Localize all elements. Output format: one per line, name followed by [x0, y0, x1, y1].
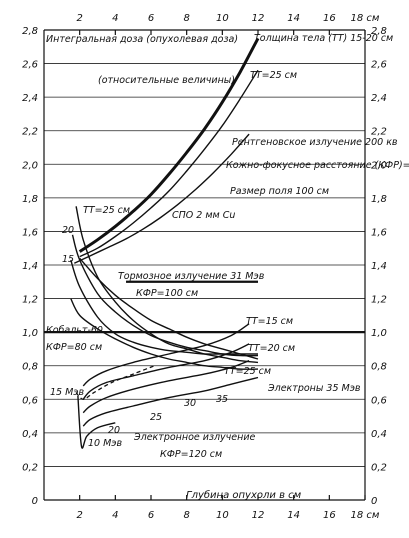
x-tick-bottom-5: 12 [252, 510, 265, 521]
series-line-2 [74, 133, 250, 264]
annotation-label-15: 15 [62, 254, 74, 265]
annotation-tt25-low: ТТ=25 см [224, 366, 271, 377]
annotation-kfr120: КФР=120 см [160, 449, 222, 460]
x-tick-bottom-2: 6 [148, 510, 154, 521]
annotation-kfr80: КФР=80 см [46, 342, 102, 353]
y-tick-left-2: 0,4 [22, 429, 38, 440]
y-tick-right-4: 0,8 [371, 362, 387, 373]
y-tick-left-11: 2,2 [22, 127, 38, 138]
annotation-15mev: 15 Мэв [50, 387, 85, 398]
annotation-label-20: 20 [62, 225, 74, 236]
annotation-cobalt: Кобальт-60 [46, 325, 103, 336]
x-tick-top-8: 18 см [351, 13, 380, 24]
y-tick-left-7: 1,4 [22, 261, 38, 272]
ylabel-line1: Интегральная доза (опухолевая доза) [46, 34, 238, 45]
y-tick-right-1: 0,2 [371, 462, 387, 473]
y-tick-left-12: 2,4 [22, 93, 38, 104]
y-tick-left-6: 1,2 [22, 295, 38, 306]
series-layer [44, 37, 365, 449]
x-tick-bottom-8: 18 см [351, 510, 380, 521]
annotation-electrons-35: Электроны 35 Мэв [267, 383, 361, 394]
y-tick-right-9: 1,8 [371, 194, 387, 205]
y-tick-left-0: 0 [32, 496, 38, 507]
x-tick-top-1: 4 [112, 13, 118, 24]
annotations: Интегральная доза (опухолевая доза) (отн… [46, 33, 409, 501]
annotation-kfr100: КФР=100 см [136, 288, 198, 299]
y-tick-right-0: 0 [371, 496, 377, 507]
tick-labels: 0 0 0,2 0,2 0,4 0,4 0,6 0,6 0,8 0,8 1,0 1,0 1,2 1,2 1,… [22, 13, 387, 521]
annotation-field-size: Размер поля 100 см [230, 186, 329, 197]
series-line-8 [82, 323, 250, 387]
series-line-6 [79, 257, 259, 360]
annotation-tt20: ТТ=20 см [248, 343, 295, 354]
y-tick-left-9: 1,8 [22, 194, 38, 205]
y-tick-right-12: 2,4 [371, 93, 387, 104]
series-line-12 [75, 365, 155, 400]
series-line-11 [82, 376, 259, 427]
y-tick-left-10: 2,0 [22, 160, 38, 171]
x-axis-label: Глубина опухоли в см [186, 489, 302, 501]
x-tick-top-2: 6 [148, 13, 154, 24]
y-tick-right-11: 2,2 [371, 127, 387, 138]
series-line-5 [70, 259, 258, 355]
series-line-13 [77, 395, 116, 449]
y-tick-left-8: 1,6 [22, 227, 38, 238]
series-line-9 [82, 343, 250, 400]
x-tick-bottom-0: 2 [76, 510, 82, 521]
x-tick-top-3: 8 [183, 13, 189, 24]
annotation-xray: Рентгеновское излучение 200 кв [232, 137, 398, 148]
annotation-hvl: СПО 2 мм Cu [172, 210, 235, 221]
annotation-label-20-electron: 20 [108, 425, 120, 436]
annotation-label-35: 35 [216, 394, 228, 405]
x-tick-bottom-3: 8 [183, 510, 189, 521]
y-tick-right-14: 2,8 [371, 26, 387, 37]
y-tick-right-5: 1,0 [371, 328, 387, 339]
y-tick-left-3: 0,6 [22, 395, 38, 406]
x-tick-top-4: 10 [216, 13, 229, 24]
annotation-label-25: 25 [150, 412, 162, 423]
x-tick-top-7: 16 [323, 13, 336, 24]
plot-frame [43, 29, 366, 501]
annotation-tt25-xray: ТТ=25 см [83, 205, 130, 216]
y-tick-right-13: 2,6 [371, 60, 387, 71]
x-tick-top-6: 14 [287, 13, 300, 24]
y-tick-left-14: 2,8 [22, 26, 38, 37]
annotation-tt25-top: ТТ=25 см [250, 70, 297, 81]
annotation-tt15: ТТ=15 см [246, 316, 293, 327]
y-tick-right-7: 1,4 [371, 261, 387, 272]
y-tick-left-13: 2,6 [22, 60, 38, 71]
x-tick-bottom-7: 16 [323, 510, 336, 521]
annotation-10mev: 10 Мэв [88, 438, 123, 449]
x-tick-top-0: 2 [76, 13, 82, 24]
series-line-1 [79, 69, 259, 258]
series-line-0 [78, 37, 260, 253]
series-line-10 [82, 360, 250, 414]
annotation-label-30: 30 [184, 398, 196, 409]
y-tick-right-6: 1,2 [371, 295, 387, 306]
annotation-kfr50: Кожно-фокусное расстояние (КФР)=50 см [226, 160, 409, 171]
x-tick-top-5: 12 [252, 13, 265, 24]
x-tick-bottom-4: 10 [216, 510, 229, 521]
y-tick-right-8: 1,6 [371, 227, 387, 238]
y-tick-left-1: 0,2 [22, 462, 38, 473]
y-tick-left-5: 1,0 [22, 328, 38, 339]
y-tick-right-10: 2,0 [371, 160, 387, 171]
annotation-bremsstrahlung: Тормозное излучение 31 Мэв [118, 271, 265, 282]
x-tick-bottom-6: 14 [287, 510, 300, 521]
y-tick-right-2: 0,4 [371, 429, 387, 440]
ylabel-line2: (относительные величины) [98, 75, 235, 86]
y-tick-left-4: 0,8 [22, 362, 38, 373]
x-tick-bottom-1: 4 [112, 510, 118, 521]
annotation-electron-radiation: Электронное излучение [133, 432, 256, 443]
y-tick-right-3: 0,6 [371, 395, 387, 406]
annotation-body-thickness: Толщина тела (ТТ) 15-20 см [254, 33, 393, 44]
